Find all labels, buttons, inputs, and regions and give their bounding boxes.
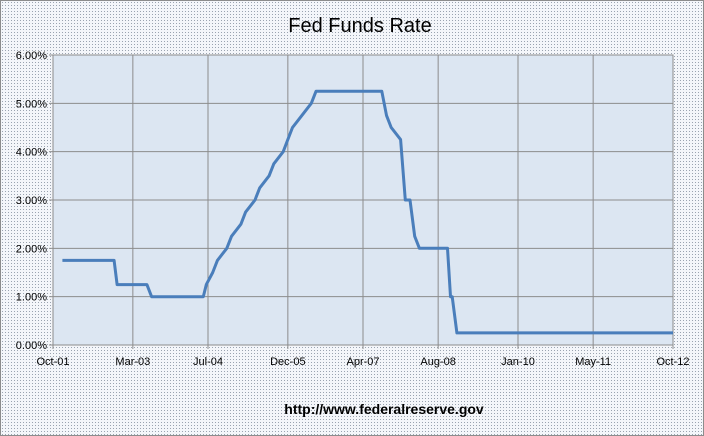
y-tick-label: 5.00% [16,98,47,110]
series-line [62,89,673,335]
x-tick-label: Mar-03 [115,356,150,368]
y-tick-label: 1.00% [16,292,47,304]
y-tick-label: 3.00% [16,195,47,207]
x-axis: Oct-01 Mar-03 Jul-04 Dec-05 Apr-07 Aug-08 Jan-… [36,345,690,368]
y-axis: 0.00% 1.00% 2.00% 3.00% 4.00% 5.00% 6.00% [16,50,53,352]
x-tick-label: May-11 [575,356,611,368]
source-url: http://www.federalreserve.gov [284,401,484,417]
y-tick-label: 6.00% [16,50,47,62]
x-tick-label: Oct-01 [36,356,69,368]
y-tick-label: 4.00% [16,147,47,159]
chart-title: Fed Funds Rate [288,15,431,37]
y-tick-label: 0.00% [16,340,47,352]
x-tick-label: Apr-07 [346,356,379,368]
x-tick-label: Dec-05 [270,356,305,368]
y-tick-label: 2.00% [16,243,47,255]
x-tick-label: Jul-04 [193,356,223,368]
x-tick-label: Aug-08 [420,356,455,368]
x-tick-label: Jan-10 [501,356,535,368]
x-tick-label: Oct-12 [656,356,689,368]
